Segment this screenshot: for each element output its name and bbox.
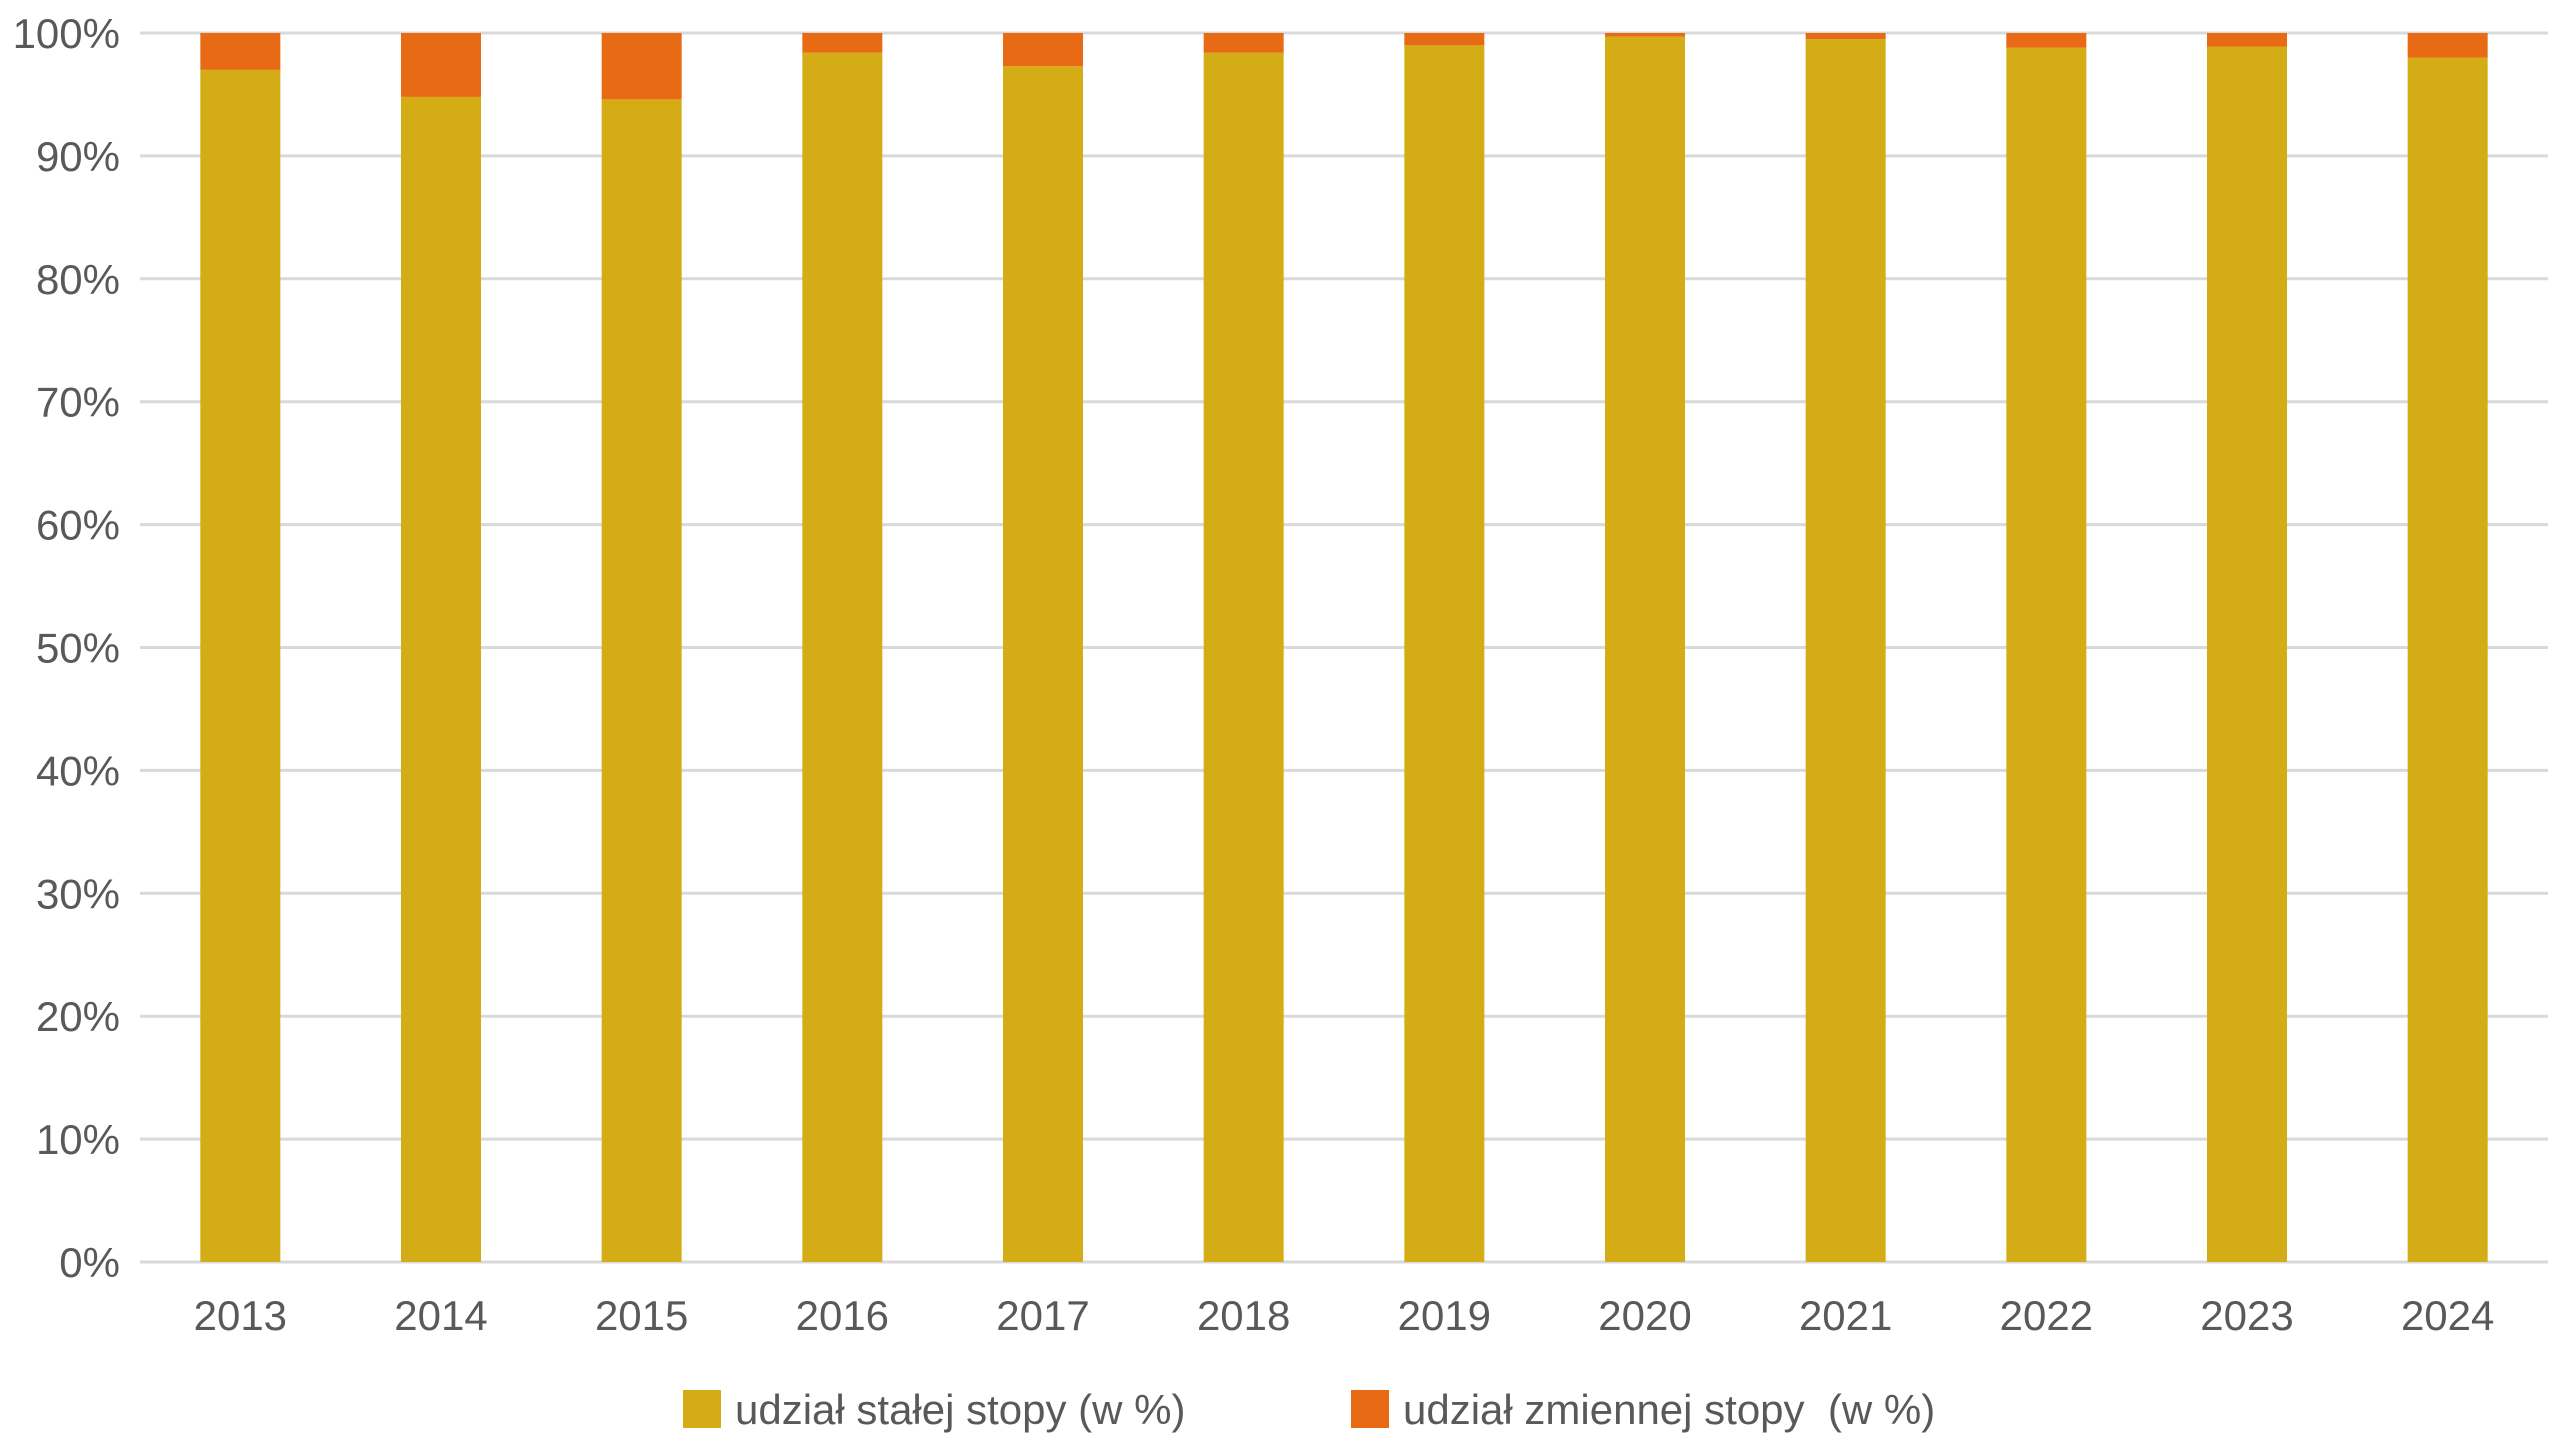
- bar-fixed-rate: [601, 99, 682, 1263]
- y-tick-label: 100%: [13, 10, 120, 57]
- y-tick-label: 90%: [36, 133, 120, 180]
- x-tick-label: 2013: [194, 1292, 287, 1339]
- bar-variable-rate: [601, 33, 682, 100]
- x-tick-label: 2022: [2000, 1292, 2093, 1339]
- bar-fixed-rate: [401, 96, 481, 1263]
- legend-swatch: [1351, 1390, 1389, 1428]
- y-tick-label: 70%: [36, 379, 120, 426]
- bar-variable-rate: [2006, 33, 2087, 48]
- bar-variable-rate: [1003, 33, 1083, 67]
- bar-fixed-rate: [1203, 52, 1284, 1262]
- x-tick-label: 2021: [1799, 1292, 1892, 1339]
- bar-variable-rate: [802, 33, 883, 53]
- bar-fixed-rate: [1605, 36, 1685, 1262]
- bars: [200, 33, 2488, 1263]
- x-tick-label: 2014: [394, 1292, 487, 1339]
- bar-fixed-rate: [2207, 46, 2287, 1262]
- gridlines: [140, 31, 2548, 1264]
- y-tick-label: 40%: [36, 747, 120, 794]
- bar-fixed-rate: [1805, 39, 1886, 1262]
- bar-fixed-rate: [802, 52, 883, 1262]
- bar-variable-rate: [1404, 33, 1485, 46]
- x-tick-label: 2023: [2200, 1292, 2293, 1339]
- y-tick-label: 50%: [36, 625, 120, 672]
- x-tick-label: 2015: [595, 1292, 688, 1339]
- bar-variable-rate: [1605, 33, 1685, 37]
- y-tick-label: 20%: [36, 993, 120, 1040]
- y-axis-ticks: 0% 10% 20% 30% 40% 50% 60% 70% 80% 90% 100%: [13, 10, 120, 1286]
- y-tick-label: 0%: [59, 1239, 120, 1286]
- y-tick-label: 60%: [36, 502, 120, 549]
- bar-fixed-rate: [2006, 47, 2087, 1262]
- bar-variable-rate: [1203, 33, 1284, 53]
- bar-variable-rate: [401, 33, 481, 97]
- x-tick-label: 2016: [796, 1292, 889, 1339]
- legend: udział stałej stopy (w %) udział zmiennej…: [683, 1386, 1935, 1433]
- x-tick-label: 2018: [1197, 1292, 1290, 1339]
- bar-variable-rate: [2207, 33, 2287, 47]
- legend-label: udział zmiennej stopy (w %): [1403, 1386, 1935, 1433]
- bar-fixed-rate: [200, 69, 281, 1263]
- bar-variable-rate: [2407, 33, 2488, 58]
- bar-variable-rate: [200, 33, 281, 70]
- legend-swatch: [683, 1390, 721, 1428]
- legend-label: udział stałej stopy (w %): [735, 1386, 1186, 1433]
- x-tick-label: 2017: [996, 1292, 1089, 1339]
- y-tick-label: 10%: [36, 1116, 120, 1163]
- bar-fixed-rate: [1003, 66, 1083, 1263]
- bar-fixed-rate: [1404, 45, 1485, 1262]
- x-tick-label: 2020: [1598, 1292, 1691, 1339]
- bar-variable-rate: [1805, 33, 1886, 40]
- x-tick-label: 2019: [1398, 1292, 1491, 1339]
- bar-fixed-rate: [2407, 57, 2488, 1263]
- y-tick-label: 30%: [36, 870, 120, 917]
- x-axis-ticks: 2013 2014 2015 2016 2017 2018 2019 2020 2021 2022…: [194, 1292, 2495, 1339]
- y-tick-label: 80%: [36, 256, 120, 303]
- x-tick-label: 2024: [2401, 1292, 2494, 1339]
